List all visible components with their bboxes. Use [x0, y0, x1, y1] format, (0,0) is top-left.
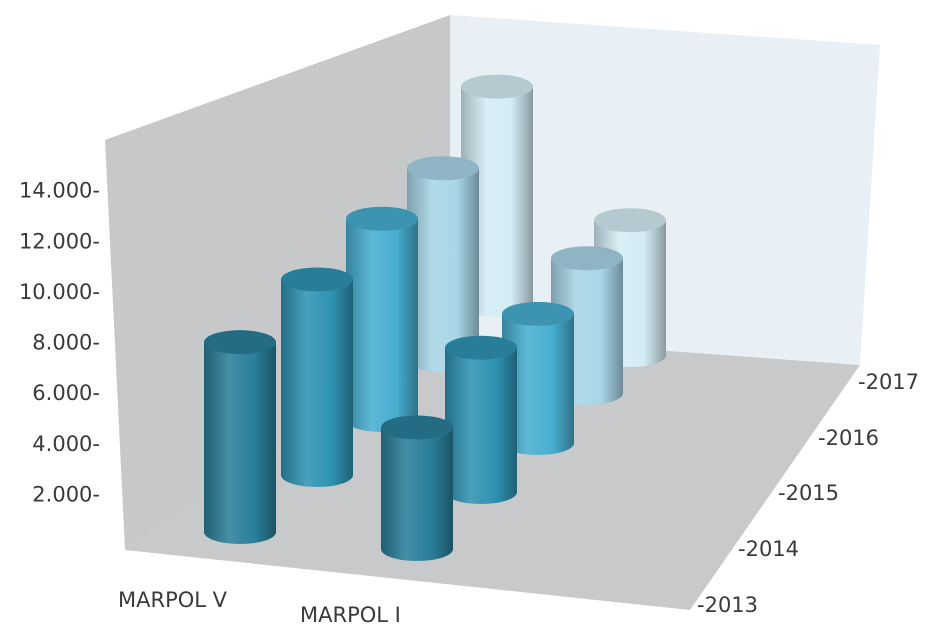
depth-axis-labels: -2013 -2014 -2015 -2016 -2017 [697, 370, 919, 617]
bar-marpol-v-2014 [281, 267, 353, 487]
bar-marpol-i-2013 [381, 415, 453, 561]
bar-cap [502, 301, 574, 326]
bars [204, 74, 666, 561]
y-tick-label: 4.000- [32, 432, 100, 456]
bar-cap [281, 267, 353, 292]
depth-tick-label: -2013 [697, 593, 758, 617]
bar-marpol-v-2016 [407, 156, 479, 372]
bar-cap [594, 208, 666, 233]
bar-cap [204, 330, 276, 355]
bar-cap [381, 415, 453, 440]
y-tick-label: 10.000- [19, 280, 100, 304]
side-wall [105, 15, 450, 550]
bar-body [445, 347, 517, 504]
bar-cap [346, 206, 418, 231]
bar-cap [407, 156, 479, 181]
bar-body [346, 218, 418, 432]
depth-tick-label: -2017 [858, 370, 919, 394]
depth-tick-label: -2015 [778, 481, 839, 505]
y-tick-label: 2.000- [32, 482, 100, 506]
bar-body [204, 342, 276, 544]
category-labels: MARPOL V MARPOL I [118, 588, 401, 627]
bar-cap [461, 74, 533, 99]
bar-marpol-v-2013 [204, 330, 276, 544]
bar-cap [445, 335, 517, 360]
bar-body [407, 168, 479, 372]
y-axis-ticks: 2.000- 4.000- 6.000- 8.000- 10.000- 12.000- 14… [19, 179, 100, 507]
bar-body [281, 279, 353, 487]
y-tick-label: 6.000- [32, 381, 100, 405]
category-label: MARPOL V [118, 588, 228, 612]
bar-marpol-i-2015 [502, 301, 574, 455]
y-tick-label: 8.000- [32, 331, 100, 355]
depth-tick-label: -2014 [738, 537, 799, 561]
y-tick-label: 12.000- [19, 229, 100, 253]
bar-marpol-v-2015 [346, 206, 418, 432]
category-label: MARPOL I [300, 603, 401, 627]
bar-body [502, 313, 574, 455]
bar-body [381, 427, 453, 561]
y-tick-label: 14.000- [19, 179, 100, 203]
depth-tick-label: -2016 [818, 426, 879, 450]
bar-marpol-i-2014 [445, 335, 517, 504]
bar-cap [551, 246, 623, 271]
